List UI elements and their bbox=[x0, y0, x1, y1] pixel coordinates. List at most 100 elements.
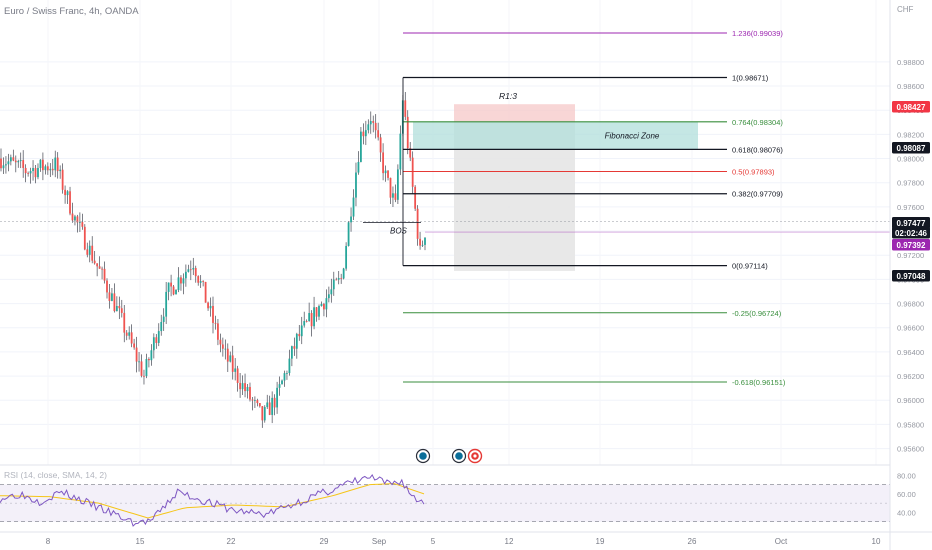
candle bbox=[263, 405, 266, 423]
candle bbox=[135, 336, 138, 373]
time-tick-label: 22 bbox=[227, 537, 236, 546]
time-tick-label: 5 bbox=[431, 537, 436, 546]
fib-level-label: -0.25(0.96724) bbox=[732, 309, 782, 318]
risk-reward-tool[interactable]: R1:3 bbox=[454, 91, 575, 271]
fib-level-label: 1.236(0.99039) bbox=[732, 29, 783, 38]
candle bbox=[172, 285, 175, 296]
price-tag: 0.97048 bbox=[892, 270, 930, 282]
fib-level-label: -0.618(0.96151) bbox=[732, 378, 786, 387]
candle bbox=[421, 240, 424, 247]
candle bbox=[160, 314, 163, 336]
candle bbox=[323, 302, 325, 317]
candle bbox=[414, 185, 417, 212]
economic-event-icon[interactable] bbox=[451, 448, 467, 464]
fib-level-label: 0.618(0.98076) bbox=[732, 145, 783, 154]
candle bbox=[177, 267, 180, 293]
candle bbox=[138, 351, 140, 372]
candle bbox=[337, 271, 340, 285]
candle bbox=[34, 165, 37, 184]
candle bbox=[367, 119, 370, 134]
candle bbox=[399, 125, 402, 176]
candle bbox=[295, 332, 298, 359]
candle bbox=[330, 278, 333, 303]
candle bbox=[37, 163, 39, 180]
candle bbox=[320, 301, 323, 307]
rsi-tick-label: 40.00 bbox=[897, 508, 916, 517]
candle bbox=[271, 391, 274, 424]
candle bbox=[387, 170, 389, 181]
event-markers[interactable] bbox=[415, 448, 483, 464]
candle bbox=[424, 237, 426, 251]
candle bbox=[372, 115, 375, 133]
candle bbox=[162, 308, 165, 331]
candle bbox=[59, 165, 62, 179]
candle bbox=[133, 338, 136, 350]
candle bbox=[74, 214, 76, 226]
candle bbox=[261, 405, 264, 428]
price-tick-label: 0.98000 bbox=[897, 155, 924, 164]
fibonacci-zone-label: Fibonacci Zone bbox=[605, 132, 660, 141]
candle bbox=[148, 357, 150, 368]
rsi-pane[interactable]: RSI (14, close, SMA, 14, 2) bbox=[0, 470, 890, 527]
candle bbox=[369, 111, 372, 134]
candle bbox=[382, 143, 384, 181]
candle bbox=[29, 167, 32, 184]
svg-text:0.98427: 0.98427 bbox=[897, 103, 926, 112]
candle bbox=[345, 242, 348, 271]
candle bbox=[332, 271, 335, 296]
candle bbox=[22, 150, 25, 178]
candle bbox=[165, 282, 168, 325]
svg-text:0.97392: 0.97392 bbox=[897, 241, 926, 250]
time-tick-label: 26 bbox=[688, 537, 697, 546]
price-tag: 0.98427 bbox=[892, 101, 930, 113]
bos-label: BOS bbox=[390, 227, 408, 236]
candle bbox=[108, 284, 111, 309]
time-tick-label: 8 bbox=[46, 537, 51, 546]
candle bbox=[364, 120, 367, 146]
fibonacci-zone-box bbox=[413, 121, 698, 150]
candle bbox=[167, 282, 170, 301]
candle bbox=[128, 326, 131, 340]
candle bbox=[251, 396, 254, 411]
economic-event-icon[interactable] bbox=[415, 448, 431, 464]
candle bbox=[24, 164, 27, 183]
candle bbox=[273, 394, 276, 416]
price-tick-label: 0.96000 bbox=[897, 396, 924, 405]
candle bbox=[98, 256, 101, 269]
price-tick-label: 0.96800 bbox=[897, 300, 924, 309]
candle bbox=[66, 190, 69, 204]
candle bbox=[335, 277, 338, 281]
candle bbox=[229, 351, 232, 363]
candle bbox=[197, 275, 200, 286]
candle bbox=[313, 296, 315, 330]
candle bbox=[0, 148, 2, 172]
candle bbox=[182, 273, 185, 295]
fib-level-label: 0.764(0.98304) bbox=[732, 118, 783, 127]
fib-level-label: 0.382(0.97709) bbox=[732, 190, 783, 199]
economic-event-icon[interactable] bbox=[467, 448, 483, 464]
candle bbox=[355, 162, 357, 207]
candle bbox=[392, 186, 394, 207]
price-tick-label: 0.98600 bbox=[897, 82, 924, 91]
candle bbox=[150, 344, 153, 366]
rsi-tick-label: 60.00 bbox=[897, 490, 916, 499]
price-tick-label: 0.95600 bbox=[897, 445, 924, 454]
candle bbox=[303, 311, 306, 328]
time-axis-ticks[interactable]: 8 15 22 29 Sep 5 12 19 26 Oct 10 bbox=[46, 537, 881, 546]
candle bbox=[221, 337, 224, 357]
rsi-title: RSI (14, close, SMA, 14, 2) bbox=[4, 470, 107, 480]
candle bbox=[155, 334, 158, 349]
price-tags: 0.984270.980870.9747702:02:460.973920.97… bbox=[892, 101, 930, 282]
candle bbox=[350, 207, 352, 232]
candle bbox=[278, 376, 281, 396]
candle bbox=[125, 330, 128, 341]
fibonacci-zone[interactable]: Fibonacci Zone bbox=[413, 121, 698, 150]
fibonacci-levels[interactable]: 1.236(0.99039) 1(0.98671) 0.764(0.98304) 0.… bbox=[402, 29, 786, 387]
candle bbox=[170, 274, 172, 297]
candle bbox=[39, 159, 42, 172]
candle bbox=[145, 353, 148, 379]
candle bbox=[111, 287, 113, 302]
candle bbox=[120, 299, 123, 318]
candle bbox=[42, 152, 44, 181]
